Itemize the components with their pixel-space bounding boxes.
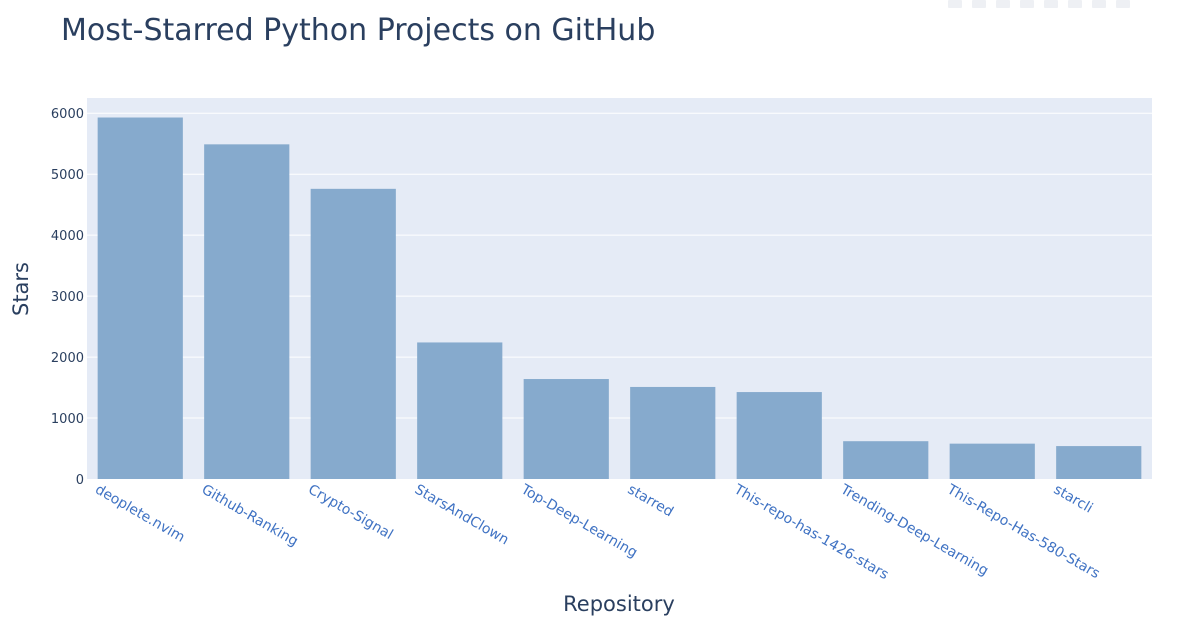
bar-github-ranking[interactable] [204,144,290,480]
y-tick-label: 0 [76,473,84,488]
bar-top-deep-learning[interactable] [523,379,609,479]
bar-this-repo-has-1426-stars[interactable] [736,392,822,479]
plotly-logo-icon[interactable] [1116,0,1130,8]
y-tick-label: 4000 [51,229,84,244]
y-tick-labels: 0 1000 2000 3000 4000 5000 6000 [51,107,84,488]
zoom-out-icon[interactable] [1044,0,1058,8]
y-tick-label: 2000 [51,351,84,366]
x-tick-label: StarsAndClown [412,482,512,549]
zoom-icon[interactable] [972,0,986,8]
bar-starsandclown[interactable] [417,342,503,479]
camera-icon[interactable] [948,0,962,8]
bar-trending-deep-learning[interactable] [843,441,929,479]
reset-axes-icon[interactable] [1092,0,1106,8]
x-axis-title: Repository [563,592,675,616]
bars [97,117,1142,480]
autoscale-icon[interactable] [1068,0,1082,8]
bar-crypto-signal[interactable] [310,188,396,480]
pan-icon[interactable] [996,0,1010,8]
y-tick-label: 3000 [51,290,84,305]
x-tick-labels: deoplete.nvim Github-Ranking Crypto-Signal… [92,481,1102,583]
y-tick-label: 5000 [51,168,84,183]
chart-toolbar[interactable] [948,0,1173,10]
x-tick-label: starred [625,482,676,521]
x-tick-label: Crypto-Signal [305,482,395,543]
bar-starred[interactable] [630,386,716,479]
x-tick-label: Top-Deep-Learning [517,481,640,561]
zoom-in-icon[interactable] [1020,0,1034,8]
bar-deoplete-nvim[interactable] [97,117,183,479]
y-tick-label: 1000 [51,412,84,427]
x-tick-label: deoplete.nvim [92,482,187,546]
chart-title: Most-Starred Python Projects on GitHub [61,13,656,48]
y-tick-label: 6000 [51,107,84,122]
x-tick-label: starcli [1051,482,1096,517]
y-axis-title: Stars [9,262,33,316]
bar-this-repo-has-580-stars[interactable] [949,443,1035,479]
bar-starcli[interactable] [1056,446,1142,479]
x-tick-label: Github-Ranking [199,482,301,550]
